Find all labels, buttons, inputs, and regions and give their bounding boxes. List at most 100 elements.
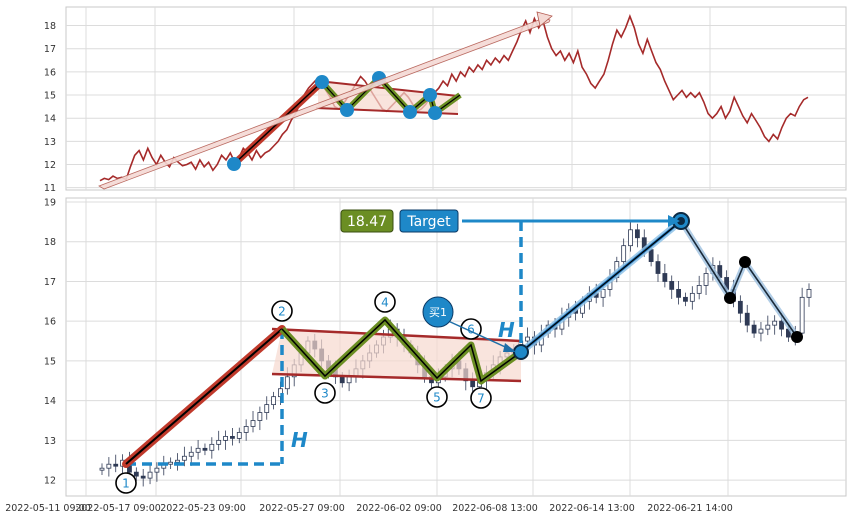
target-badge [399,209,459,233]
candle-body [779,320,784,330]
detail-y-tick-label: 15 [44,356,56,367]
candle-body [751,324,757,334]
overview-pattern-marker [227,157,241,171]
overview-y-tick-label: 15 [44,91,56,102]
detail-y-tick-label: 12 [44,476,56,487]
candle-body [236,432,242,439]
pattern-point-label-3: 3 [321,387,329,401]
detail-zigzag-core [281,318,522,383]
overview-pattern-marker [340,103,354,117]
candle-body [600,288,606,298]
candle-body [683,296,688,302]
candle-body [230,435,235,439]
overview-pattern-marker [423,88,437,102]
candle-body [99,467,105,471]
candle-body [772,320,778,326]
detail-y-tick-label: 19 [44,197,56,208]
candle-body [133,471,139,477]
candle-body [703,273,709,286]
candle-body [696,285,702,294]
pattern-point-label-4: 4 [381,296,389,310]
candle-body [628,229,633,247]
buy-badge [422,296,454,328]
overview-y-tick-label: 16 [44,67,56,78]
pattern-point-label-6: 6 [467,323,475,337]
candle-body [655,261,661,274]
pattern-point-label-2: 2 [278,305,286,319]
overview-y-tick-label: 11 [44,183,56,194]
detail-pole-core [125,328,283,465]
overview-y-tick-label: 12 [44,160,56,171]
detail-x-tick-label: 2022-05-11 09:00 [5,503,91,514]
overview-pattern-marker [428,106,442,120]
candle-body [175,459,180,463]
candle-body [648,249,654,262]
candle-body [257,412,263,421]
overview-price-line [99,14,809,182]
candle-body [106,463,112,469]
buy-label: 买1 [429,306,447,319]
candle-body [737,300,743,314]
candle-body [168,461,174,465]
pattern-point-label-1: 1 [122,477,130,491]
detail-y-tick-label: 17 [44,277,56,288]
candle-body [188,451,194,457]
post-target-marker [724,292,736,304]
candle-body [264,404,270,413]
candle-body [223,435,228,441]
overview-y-tick-label: 13 [44,137,56,148]
candle-body [147,471,153,479]
pattern-point-label-7: 7 [477,392,485,406]
detail-x-tick-label: 2022-06-08 13:00 [452,503,538,514]
candle-body [339,376,345,384]
candle-body [765,324,771,330]
target-price-label: 18.47 [347,214,387,230]
detail-y-tick-label: 16 [44,317,56,328]
detail-x-tick-label: 2022-06-14 13:00 [549,503,635,514]
detail-x-tick-label: 2022-06-21 14:00 [647,503,733,514]
candle-body [758,328,764,334]
candle-body [216,439,222,445]
pattern-point-badge-5 [426,386,448,408]
overview-trend-arrow [98,17,551,190]
overview-y-tick-label: 17 [44,44,56,55]
pattern-point-label-5: 5 [433,391,441,405]
target-price-badge [340,209,394,233]
detail-y-tick-label: 13 [44,436,56,447]
candle-body [676,288,681,298]
candle-body [806,288,812,298]
overview-y-tick-label: 14 [44,114,56,125]
pattern-point-badge-7 [470,387,492,409]
pattern-point-badge-4 [374,291,396,313]
candle-body [470,380,476,388]
post-target-marker [791,331,803,343]
candle-body [525,336,530,342]
target-arrow-head [668,215,680,227]
detail-x-tick-label: 2022-05-27 09:00 [259,503,345,514]
buy-pointer [445,319,513,351]
detail-y-tick-label: 14 [44,396,56,407]
pattern-point-badge-1 [115,472,137,494]
measure-label-target: H [498,318,515,342]
pattern-point-badge-2 [271,300,293,322]
target-label: Target [406,214,451,230]
candle-body [243,426,249,433]
candle-body [346,376,352,384]
overview-pattern-marker [403,105,417,119]
overview-pattern-marker [315,75,329,89]
candle-body [140,475,146,479]
projection-line-core [520,220,682,353]
candle-body [284,376,290,390]
candle-body [799,296,805,334]
buy-pointer-head [503,343,516,352]
detail-x-tick-label: 2022-05-23 09:00 [160,503,246,514]
candle-body [154,467,160,473]
candle-body [271,396,277,406]
candle-body [181,455,187,461]
detail-x-tick-label: 2022-06-02 09:00 [356,503,442,514]
candle-body [634,229,640,239]
detail-y-tick-label: 18 [44,237,56,248]
candle-body [113,463,119,467]
